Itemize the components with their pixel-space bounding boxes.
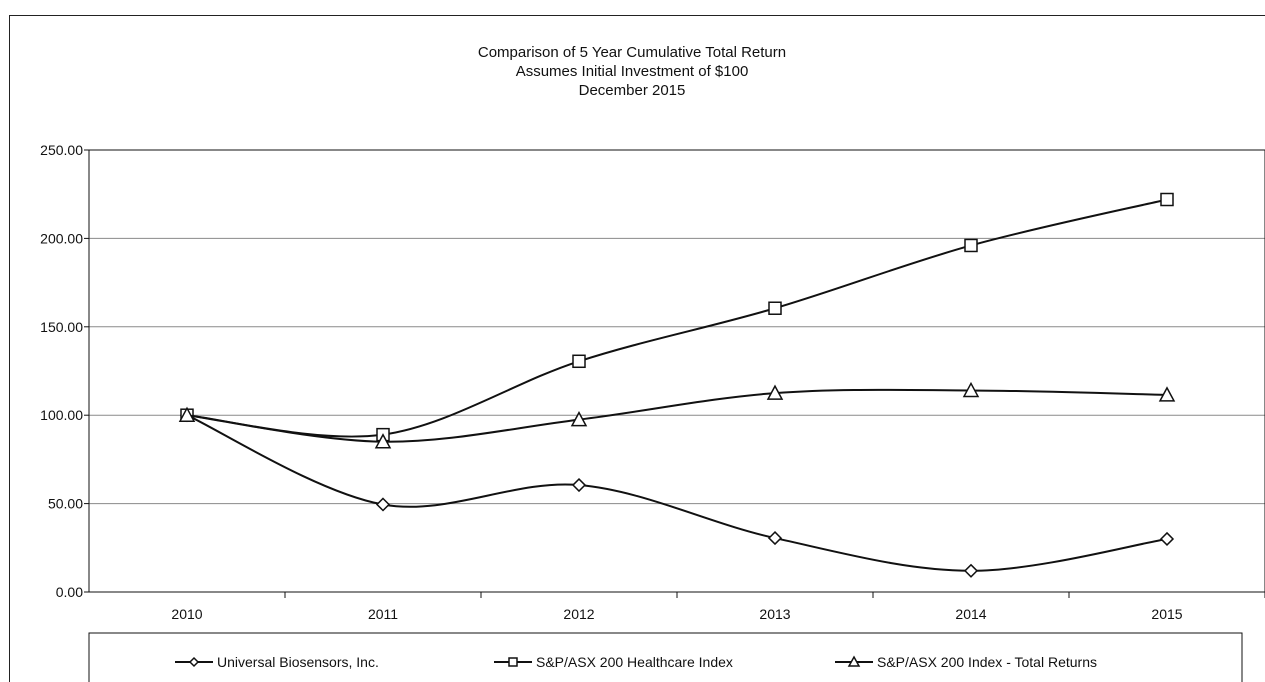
series-line	[186, 414, 1168, 572]
series-diamond	[179, 408, 1175, 578]
legend-entry: S&P/ASX 200 Index - Total Returns	[835, 654, 1097, 670]
gridlines	[89, 149, 1265, 505]
y-axis: 0.00 50.00 100.00 150.00 200.00 250.00	[40, 142, 89, 600]
triangle-marker	[847, 655, 861, 667]
square-marker	[964, 238, 978, 253]
chart-title-line-3: December 2015	[579, 82, 686, 99]
triangle-marker	[178, 406, 196, 422]
x-axis: 2010 2011 2012 2013 2014 2015	[171, 592, 1265, 622]
diamond-marker	[188, 656, 200, 668]
diamond-marker	[375, 497, 391, 512]
square-marker	[508, 657, 518, 667]
square-marker	[572, 354, 586, 369]
legend: Universal Biosensors, Inc. S&P/ASX 200 He…	[88, 632, 1243, 682]
chart-title-line-1: Comparison of 5 Year Cumulative Total Re…	[478, 44, 786, 61]
series-layer	[178, 192, 1176, 578]
x-tick-label: 2014	[955, 606, 986, 622]
legend-label: S&P/ASX 200 Healthcare Index	[536, 654, 733, 670]
x-tick-label: 2015	[1151, 606, 1182, 622]
y-tick-label: 0.00	[56, 584, 83, 600]
series-line	[186, 388, 1168, 443]
triangle-marker	[374, 433, 392, 449]
y-tick-label: 50.00	[48, 496, 83, 512]
series-triangle	[178, 381, 1176, 449]
diamond-marker	[767, 531, 783, 546]
diamond-marker	[963, 563, 979, 578]
triangle-marker	[766, 384, 784, 400]
legend-entry: S&P/ASX 200 Healthcare Index	[494, 654, 733, 670]
y-tick-label: 100.00	[40, 407, 83, 423]
triangle-marker	[1158, 386, 1176, 402]
diamond-marker	[571, 477, 587, 493]
diamond-marker	[1159, 531, 1175, 547]
x-tick-label: 2010	[171, 606, 202, 622]
y-tick-label: 150.00	[40, 319, 83, 335]
legend-label: Universal Biosensors, Inc.	[217, 654, 379, 670]
legend-label: S&P/ASX 200 Index - Total Returns	[877, 654, 1097, 670]
series-line	[186, 198, 1168, 438]
x-tick-label: 2012	[563, 606, 594, 622]
chart-title-line-2: Assumes Initial Investment of $100	[516, 63, 749, 80]
y-tick-label: 200.00	[40, 230, 83, 246]
chart-frame	[9, 15, 1265, 682]
chart-title: Comparison of 5 Year Cumulative Total Re…	[478, 44, 786, 99]
square-marker	[768, 301, 782, 315]
x-tick-label: 2013	[759, 606, 790, 622]
legend-entry: Universal Biosensors, Inc.	[175, 654, 379, 670]
series-square	[180, 192, 1174, 442]
triangle-marker	[570, 411, 588, 427]
triangle-marker	[962, 381, 980, 398]
legend-box	[88, 632, 1243, 682]
x-tick-label: 2011	[368, 606, 398, 622]
y-tick-label: 250.00	[40, 142, 83, 158]
square-marker	[1160, 192, 1174, 207]
